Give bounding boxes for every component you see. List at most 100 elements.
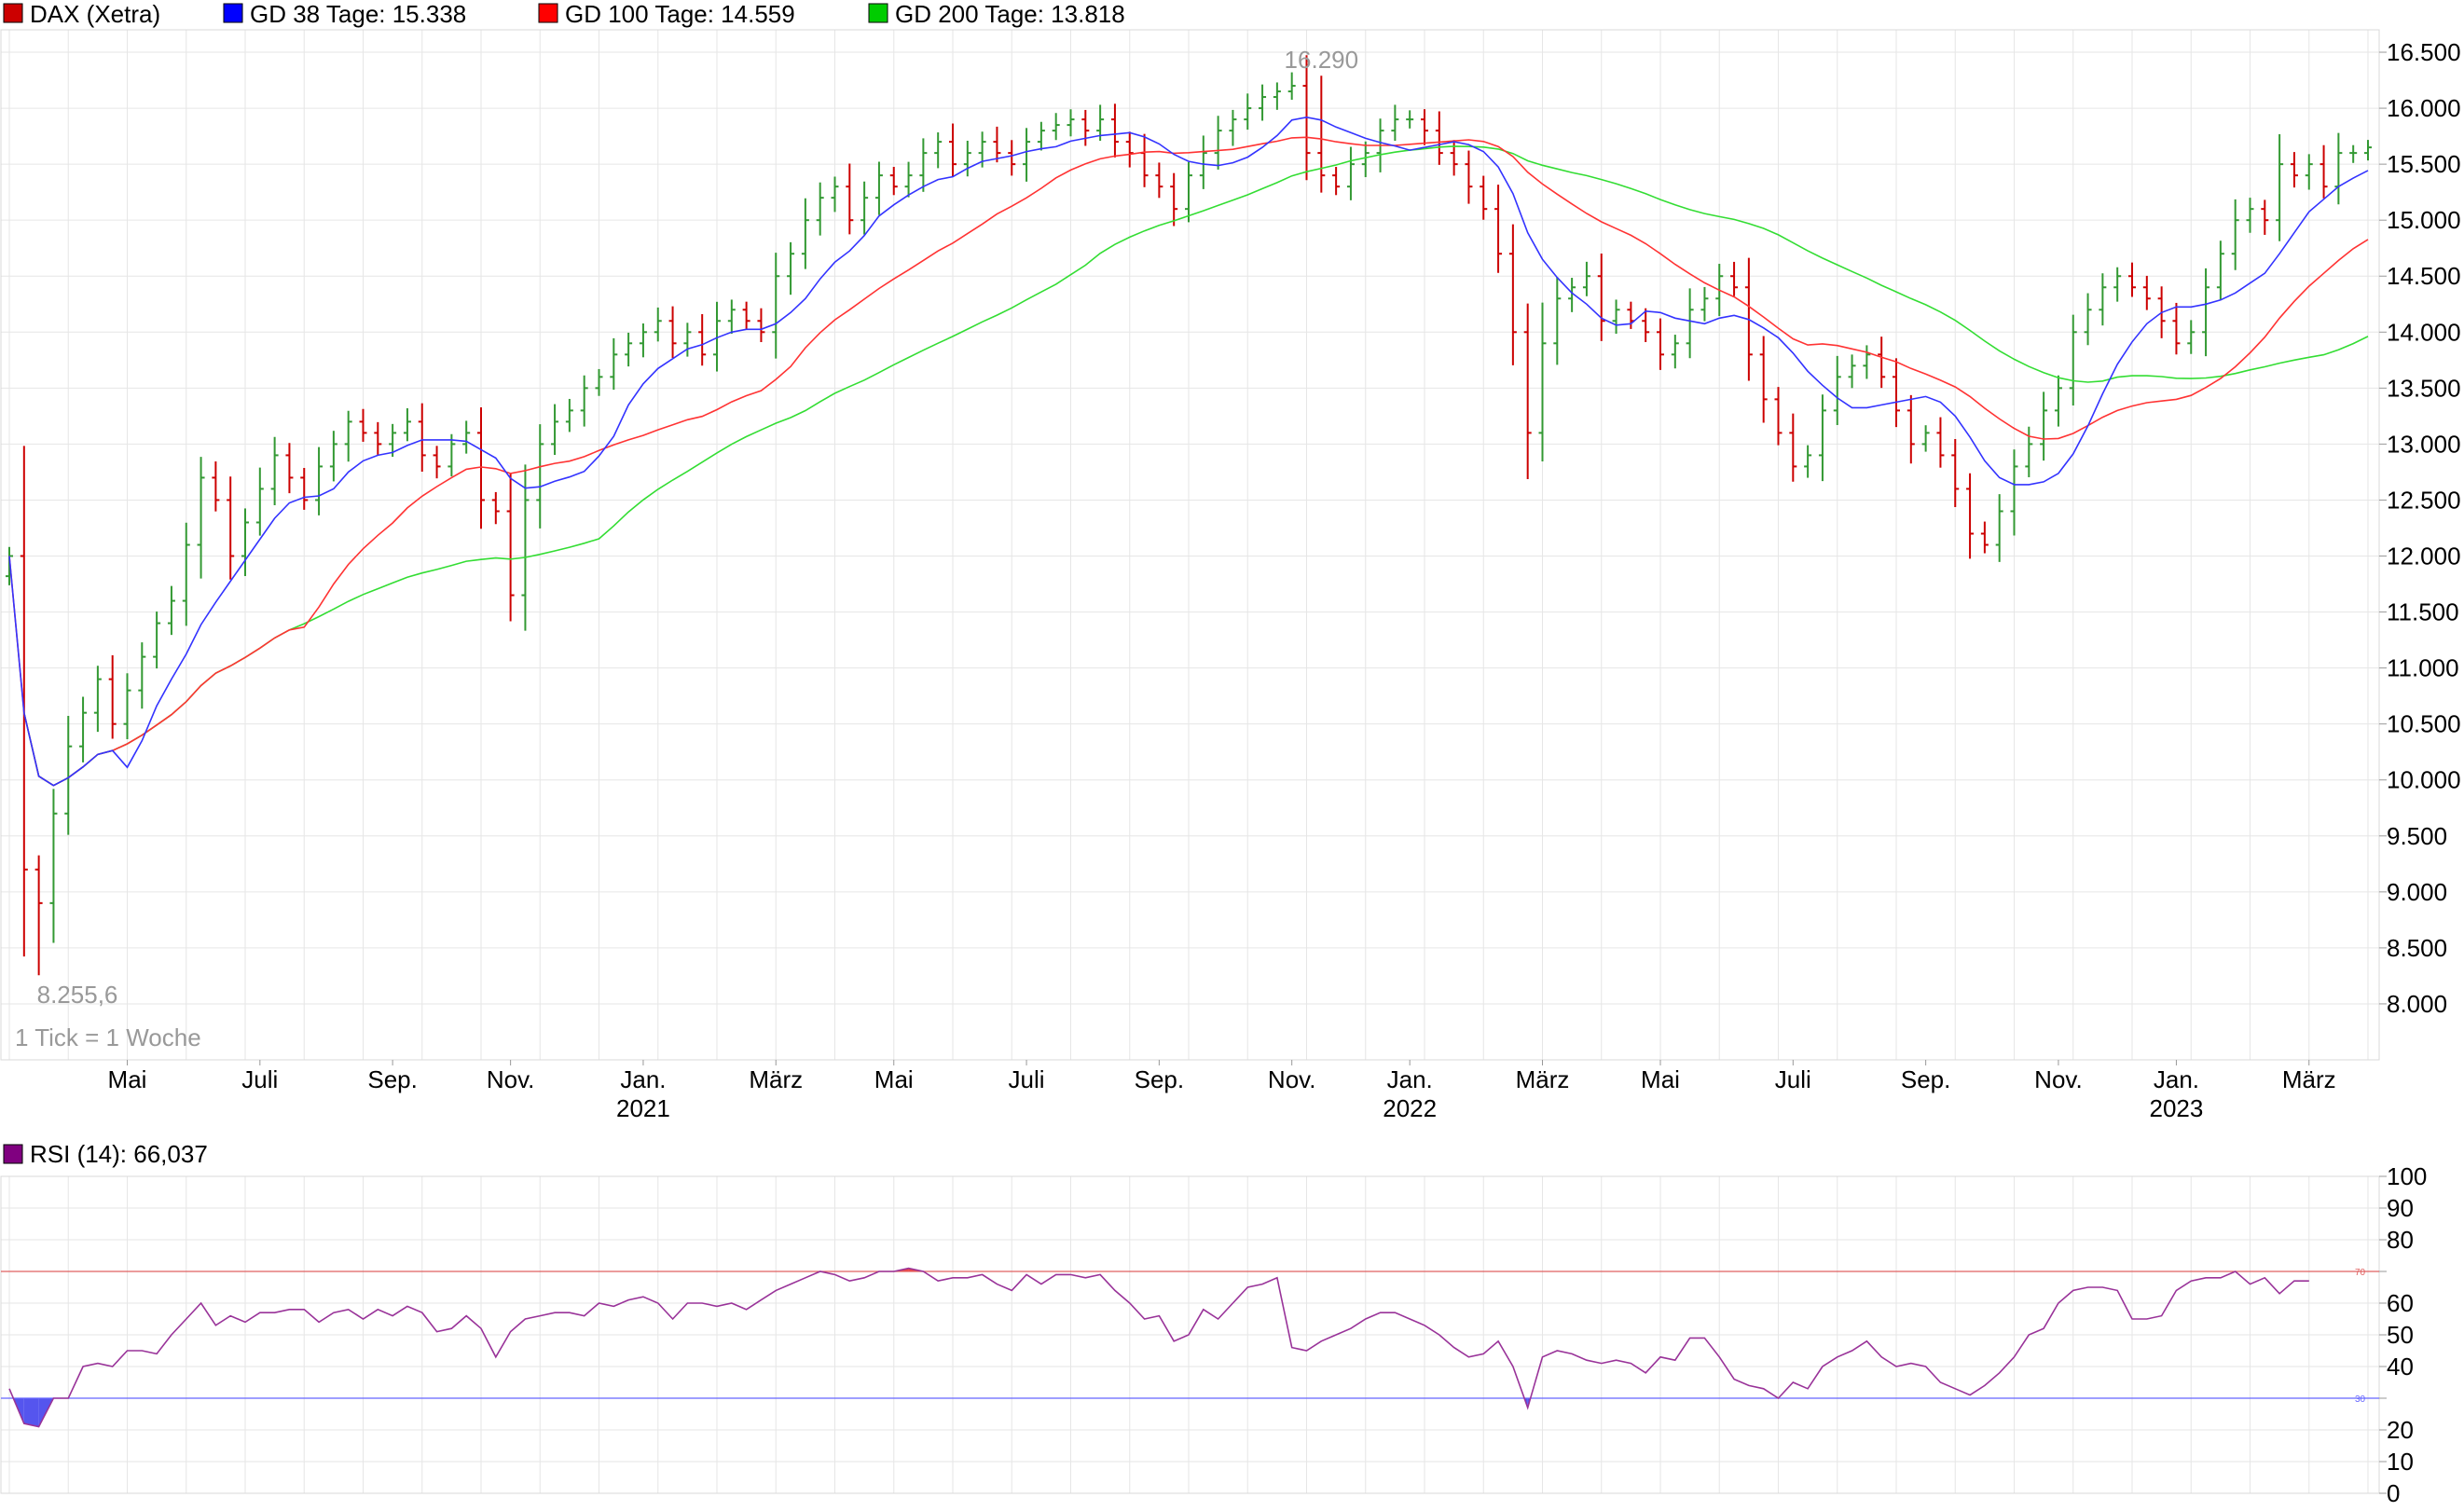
rsi-y-tick-label: 40	[2387, 1353, 2414, 1381]
ohlc-bar-up	[1818, 394, 1826, 482]
ohlc-bar-down	[1759, 336, 1768, 423]
ohlc-bar-down	[1730, 261, 1739, 296]
ohlc-bar-down	[227, 476, 235, 580]
ohlc-bar-down	[433, 446, 441, 479]
ohlc-bar-down	[34, 855, 43, 976]
ohlc-bar-up	[904, 161, 913, 198]
ohlc-bar-down	[108, 655, 117, 739]
ohlc-bar-down	[1642, 308, 1650, 343]
ohlc-bar-down	[1597, 253, 1605, 341]
ohlc-bar-down	[491, 491, 500, 525]
ohlc-bar-down	[698, 314, 707, 366]
ohlc-bar-up	[963, 140, 971, 177]
ohlc-bar-up	[2202, 268, 2210, 357]
gd38-line	[8, 116, 2369, 787]
legend-label-gd38: GD 38 Tage: 15.338	[250, 0, 466, 28]
ohlc-bar-down	[668, 306, 677, 358]
price-y-tick-label: 14.000	[2387, 318, 2461, 346]
price-x-tick-label: März	[2282, 1065, 2336, 1093]
ohlc-bar-down	[1081, 109, 1090, 146]
ohlc-bar-up	[447, 433, 456, 477]
ohlc-bar-up	[1686, 288, 1694, 359]
ohlc-bar-up	[2276, 133, 2284, 241]
rsi-y-tick-label: 0	[2387, 1479, 2400, 1507]
high-annotation: 16.290	[1285, 46, 1359, 74]
price-y-tick-label: 16.000	[2387, 94, 2461, 122]
ohlc-bar-up	[49, 789, 58, 943]
rsi-y-tick-label: 100	[2387, 1162, 2427, 1190]
ohlc-bar-down	[1170, 172, 1178, 227]
ohlc-bar-up	[123, 673, 131, 739]
ohlc-bar-up	[1052, 113, 1060, 141]
ohlc-bar-up	[1067, 109, 1075, 137]
gd100-line	[8, 136, 2369, 787]
ohlc-bar-down	[993, 126, 1001, 163]
rsi-title: RSI (14): 66,037	[30, 1140, 208, 1168]
ohlc-bar-up	[1259, 84, 1267, 121]
price-y-tick-label: 12.500	[2387, 486, 2461, 514]
ohlc-bar-up	[167, 585, 175, 636]
price-x-tick-label: Jan.	[1387, 1065, 1433, 1093]
ohlc-bar-up	[1995, 494, 2003, 562]
price-y-tick-label: 14.500	[2387, 262, 2461, 290]
ohlc-bar-down	[1494, 185, 1503, 273]
ohlc-bar-up	[270, 436, 279, 505]
ohlc-bar-down	[1878, 337, 1886, 389]
ohlc-bar-down	[1480, 175, 1488, 220]
price-x-tick-label: März	[749, 1065, 803, 1093]
ohlc-bar-down	[949, 123, 957, 177]
ohlc-bar-up	[2010, 449, 2018, 536]
ohlc-bar-up	[197, 457, 205, 579]
ohlc-bar-up	[610, 337, 618, 391]
ohlc-bar-down	[1980, 521, 1989, 554]
ohlc-bar-up	[329, 431, 337, 482]
ohlc-bar-down	[1774, 387, 1783, 446]
ohlc-bar-up	[79, 696, 88, 762]
ohlc-bar-down	[1465, 150, 1473, 204]
ohlc-bar-up	[772, 253, 780, 359]
rsi-legend-swatch	[3, 1144, 23, 1164]
rsi-legend: RSI (14): 66,037	[3, 1140, 208, 1168]
rsi-fills	[13, 1268, 1531, 1427]
ohlc-bar-up	[801, 198, 809, 269]
legend-label-gd100: GD 100 Tage: 14.559	[565, 0, 795, 28]
price-panel: 8.000 8.500 9.000 9.500 10.000 10.500 11.000 11…	[0, 29, 2461, 1122]
ohlc-bar-up	[595, 368, 603, 396]
ohlc-bar-down	[285, 443, 294, 494]
ohlc-bar-up	[1582, 261, 1590, 296]
rsi-y-axis: 0 10 20 40 50 60 80 90 100	[2379, 1162, 2427, 1507]
ohlc-bar-down	[20, 446, 28, 957]
ohlc-bar-down	[418, 403, 426, 472]
ohlc-bar-down	[1110, 103, 1119, 158]
ohlc-bar-down	[2172, 302, 2181, 355]
ohlc-bar-up	[2084, 293, 2092, 346]
ohlc-bar-down	[1435, 111, 1443, 165]
ohlc-bar-down	[1140, 133, 1149, 187]
price-x-tick-label: Jan.	[2154, 1065, 2199, 1093]
price-x-year-label: 2021	[616, 1094, 670, 1122]
ohlc-bar-up	[2069, 314, 2077, 406]
ohlc-bar-down	[374, 421, 382, 455]
ohlc-bar-up	[1612, 299, 1620, 334]
price-y-tick-label: 16.500	[2387, 38, 2461, 66]
ohlc-bar-up	[1406, 110, 1414, 129]
main-legend: DAX (Xetra) GD 38 Tage: 15.338 GD 100 Ta…	[3, 0, 1125, 28]
price-x-tick-label: Nov.	[1268, 1065, 1316, 1093]
ohlc-bar-down	[757, 308, 765, 343]
price-y-tick-label: 13.000	[2387, 430, 2461, 458]
ohlc-bar-up	[565, 398, 573, 433]
ohlc-bar-up	[344, 410, 352, 462]
ohlc-bar-up	[1244, 93, 1252, 130]
price-y-tick-label: 11.000	[2387, 654, 2459, 682]
ohlc-bar-up	[639, 323, 647, 358]
ohlc-bar-up	[1229, 109, 1237, 146]
ohlc-bar-down	[2261, 199, 2269, 235]
price-x-tick-label: Juli	[241, 1065, 278, 1093]
ohlc-bar-down	[1966, 473, 1975, 559]
rsi-y-tick-label: 20	[2387, 1416, 2414, 1444]
ohlc-bar-up	[713, 301, 721, 372]
ohlc-bar-up	[2099, 273, 2107, 326]
ohlc-bar-down	[2142, 275, 2151, 310]
legend-swatch-gd100	[538, 3, 558, 23]
